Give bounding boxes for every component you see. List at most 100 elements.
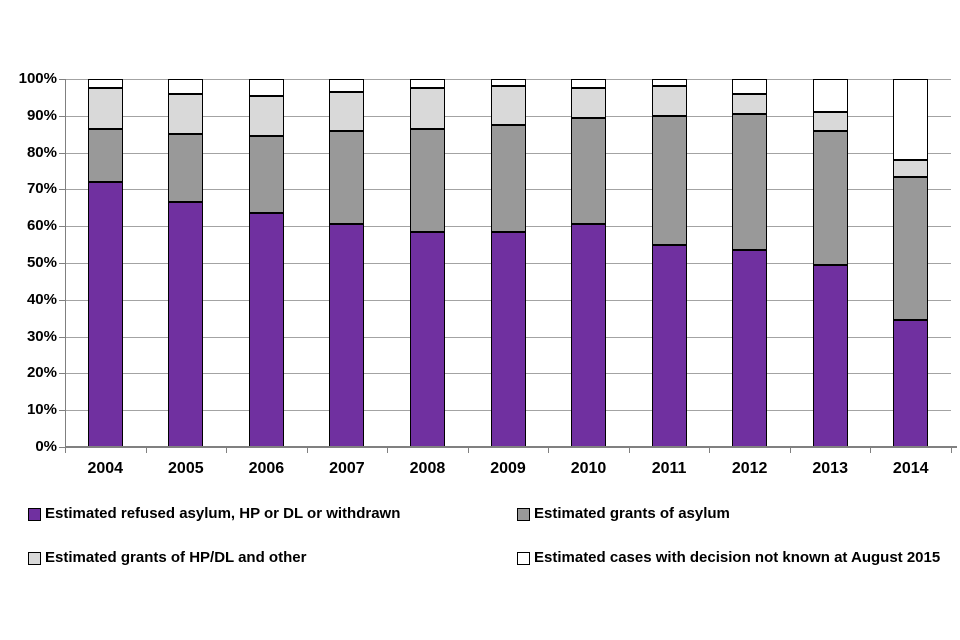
bar-segment-2012-series-3 (732, 79, 768, 94)
legend-swatch-icon (517, 507, 530, 521)
bar-segment-2005-series-1 (168, 134, 204, 203)
bar-segment-2004-series-1 (87, 128, 123, 183)
bar-segment-2013-series-2 (812, 112, 848, 131)
x-tick-mark (548, 447, 550, 453)
bar-segment-2013-series-0 (812, 264, 848, 447)
bar-segment-2009-series-3 (490, 79, 526, 87)
bar-segment-2014-series-3 (893, 79, 929, 160)
y-tick-mark (59, 226, 65, 228)
bar-segment-2005-series-2 (168, 93, 204, 135)
legend-label: Estimated cases with decision not known … (534, 549, 941, 566)
bar-segment-2014-series-0 (893, 320, 929, 447)
y-tick-mark (59, 79, 65, 80)
x-tick-mark (226, 447, 228, 453)
y-tick-label-70pct: 70% (26, 180, 57, 198)
x-tick-mark (628, 447, 630, 453)
bar-2007 (329, 79, 365, 447)
plot-area (65, 79, 951, 447)
x-tick-mark (65, 447, 66, 453)
legend-item-series-2: Estimated grants of HP/DL and other (28, 549, 517, 567)
x-tick-mark (387, 447, 389, 453)
x-tick-mark (709, 447, 711, 453)
bar-2014 (893, 79, 929, 447)
bar-segment-2010-series-0 (571, 224, 607, 447)
y-tick-label-50pct: 50% (26, 254, 57, 271)
y-tick-mark (59, 263, 65, 264)
bar-segment-2006-series-3 (248, 79, 284, 96)
bar-segment-2012-series-2 (732, 93, 768, 114)
y-tick-label-90pct: 90% (26, 106, 57, 124)
x-tick-label-2009: 2009 (490, 460, 526, 477)
y-tick-label-10pct: 10% (26, 401, 57, 419)
bar-segment-2008-series-2 (409, 88, 445, 129)
bar-segment-2013-series-1 (812, 130, 848, 265)
bar-segment-2010-series-2 (571, 88, 607, 118)
bar-segment-2009-series-1 (490, 125, 526, 232)
x-tick-mark (870, 447, 872, 453)
bar-segment-2008-series-1 (409, 128, 445, 232)
bar-segment-2013-series-3 (812, 79, 848, 113)
bar-2004 (87, 79, 123, 447)
bar-2013 (812, 79, 848, 447)
bar-segment-2011-series-2 (651, 86, 687, 116)
bar-segment-2008-series-0 (409, 231, 445, 447)
x-tick-label-2008: 2008 (409, 460, 446, 477)
y-tick-label-80pct: 80% (26, 143, 57, 161)
bar-2012 (732, 79, 768, 447)
y-tick-label-0pct: 0% (35, 438, 57, 455)
bar-2010 (571, 79, 607, 447)
x-tick-mark (145, 447, 147, 453)
y-axis-line (65, 79, 66, 448)
bar-2011 (651, 79, 687, 447)
legend-item-series-0: Estimated refused asylum, HP or DL or wi… (28, 505, 517, 523)
x-tick-label-2006: 2006 (248, 460, 285, 477)
bar-segment-2004-series-0 (87, 182, 123, 447)
bar-segment-2011-series-0 (651, 244, 687, 447)
legend-item-series-3: Estimated cases with decision not known … (517, 549, 940, 567)
legend-label: Estimated grants of asylum (534, 505, 730, 522)
legend-row-1: Estimated refused asylum, HP or DL or wi… (28, 505, 943, 523)
bar-segment-2011-series-1 (651, 115, 687, 245)
y-tick-mark (59, 115, 65, 117)
y-tick-mark (59, 447, 65, 448)
bar-segment-2005-series-0 (168, 202, 204, 447)
y-tick-label-40pct: 40% (26, 290, 57, 308)
legend-swatch-icon (28, 507, 41, 521)
legend-label: Estimated grants of HP/DL and other (45, 549, 307, 566)
y-tick-mark (59, 189, 65, 191)
bar-2009 (490, 79, 526, 447)
x-tick-label-2011: 2011 (651, 460, 687, 477)
x-tick-mark (789, 447, 791, 453)
bar-segment-2012-series-1 (732, 113, 768, 251)
x-tick-label-2012: 2012 (731, 460, 768, 477)
bar-segment-2006-series-2 (248, 95, 284, 137)
bar-2006 (248, 79, 284, 447)
bar-segment-2006-series-1 (248, 136, 284, 214)
bar-segment-2010-series-1 (571, 117, 607, 225)
legend-row-2: Estimated grants of HP/DL and other Estim… (28, 549, 943, 567)
chart-legend: Estimated refused asylum, HP or DL or wi… (28, 505, 943, 593)
y-tick-mark (59, 152, 65, 154)
y-tick-label-60pct: 60% (26, 217, 57, 235)
bar-segment-2007-series-2 (329, 91, 365, 131)
bar-segment-2007-series-0 (329, 224, 365, 447)
legend-swatch-icon (28, 551, 41, 565)
bar-segment-2008-series-3 (409, 79, 445, 89)
bar-2005 (168, 79, 204, 447)
bar-segment-2007-series-1 (329, 130, 365, 225)
bar-segment-2004-series-2 (87, 88, 123, 129)
x-tick-label-2010: 2010 (570, 460, 607, 477)
x-tick-label-2013: 2013 (812, 460, 848, 477)
bar-segment-2006-series-0 (248, 213, 284, 447)
bar-segment-2007-series-3 (329, 79, 365, 92)
bar-segment-2009-series-0 (490, 231, 526, 447)
bar-2008 (409, 79, 445, 447)
bar-segment-2010-series-3 (571, 79, 607, 89)
x-tick-mark (306, 447, 308, 453)
y-tick-mark (59, 410, 65, 412)
x-tick-mark (951, 447, 952, 453)
x-tick-label-2005: 2005 (168, 460, 204, 477)
bar-segment-2012-series-0 (732, 250, 768, 447)
x-tick-label-2004: 2004 (87, 460, 124, 477)
